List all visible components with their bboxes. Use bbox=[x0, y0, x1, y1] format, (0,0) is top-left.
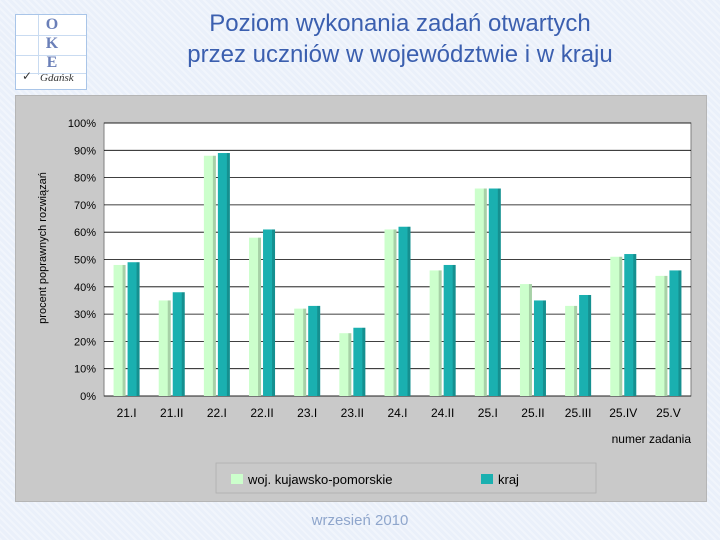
bar-kraj bbox=[172, 292, 185, 396]
bar-woj-shade bbox=[619, 256, 623, 396]
bar-kraj bbox=[533, 300, 546, 396]
bar-woj-shade bbox=[574, 305, 578, 396]
x-tick-label: 24.II bbox=[431, 406, 454, 420]
y-tick-label: 90% bbox=[74, 145, 96, 157]
bar-woj-shade bbox=[483, 188, 487, 396]
bar-kraj-shade bbox=[181, 292, 185, 396]
x-tick-label: 24.I bbox=[387, 406, 407, 420]
bar-kraj bbox=[488, 188, 501, 396]
bar-woj bbox=[113, 264, 126, 396]
y-tick-label: 40% bbox=[74, 282, 96, 294]
bar-kraj bbox=[443, 264, 456, 396]
logo-grid-line bbox=[16, 55, 86, 56]
bar-kraj-shade bbox=[136, 262, 140, 396]
legend-label: kraj bbox=[498, 472, 519, 487]
bar-kraj-shade bbox=[317, 305, 321, 396]
bar-woj bbox=[610, 256, 623, 396]
x-tick-label: 25.IV bbox=[609, 406, 637, 420]
y-tick-label: 0% bbox=[80, 391, 96, 403]
bar-woj bbox=[429, 270, 442, 396]
title-line-1: Poziom wykonania zadań otwartych bbox=[209, 10, 591, 37]
bar-kraj bbox=[217, 153, 230, 396]
oke-logo: O K E ✓ Gdańsk bbox=[15, 14, 87, 90]
y-tick-label: 100% bbox=[68, 118, 96, 130]
bar-woj bbox=[519, 284, 532, 396]
x-tick-label: 23.II bbox=[341, 406, 364, 420]
bar-woj-shade bbox=[528, 284, 532, 396]
bar-kraj bbox=[127, 262, 140, 396]
bar-woj-shade bbox=[393, 229, 397, 396]
y-tick-label: 10% bbox=[74, 364, 96, 376]
legend-swatch bbox=[231, 474, 243, 484]
legend-box bbox=[215, 462, 597, 494]
title-line-2: przez uczniów w województwie i w kraju bbox=[187, 41, 613, 68]
logo-letter-o: O bbox=[45, 16, 59, 33]
bar-kraj-shade bbox=[678, 270, 682, 396]
bar-kraj-shade bbox=[497, 188, 501, 396]
bar-kraj bbox=[579, 294, 592, 396]
y-tick-label: 20% bbox=[74, 336, 96, 348]
x-tick-label: 25.V bbox=[656, 406, 681, 420]
y-tick-label: 50% bbox=[74, 255, 96, 267]
bar-kraj-shade bbox=[633, 254, 637, 396]
bar-woj-shade bbox=[303, 308, 307, 396]
bar-woj bbox=[655, 275, 668, 396]
x-axis-label: numer zadania bbox=[612, 432, 692, 446]
bar-kraj-shade bbox=[272, 229, 276, 396]
bar-chart: 0% 10% 20% 30% 40% 50% 60% 70% 80% 90% 100% 21.I 21… bbox=[37, 118, 692, 494]
bar-kraj bbox=[624, 254, 637, 396]
logo-city: Gdańsk bbox=[40, 72, 74, 84]
legend-label: woj. kujawsko-pomorskie bbox=[247, 472, 393, 487]
bar-woj bbox=[565, 305, 578, 396]
logo-letter-k: K bbox=[45, 35, 59, 52]
y-tick-label: 80% bbox=[74, 173, 96, 185]
bar-kraj bbox=[353, 327, 366, 396]
bar-woj-shade bbox=[348, 333, 352, 396]
logo-letter-e: E bbox=[46, 54, 58, 71]
x-tick-label: 25.III bbox=[565, 406, 592, 420]
bar-woj-shade bbox=[122, 264, 126, 396]
y-axis-label: procent poprawnych rozwiązań bbox=[37, 172, 49, 324]
check-icon: ✓ bbox=[22, 69, 33, 83]
y-tick-label: 70% bbox=[74, 200, 96, 212]
bar-kraj bbox=[308, 305, 321, 396]
bar-kraj bbox=[398, 226, 411, 396]
chart-area: 0% 10% 20% 30% 40% 50% 60% 70% 80% 90% 100% 21.I 21… bbox=[15, 95, 707, 502]
bar-kraj-shade bbox=[362, 327, 366, 396]
page-title: Poziom wykonania zadań otwartych przez u… bbox=[110, 8, 690, 70]
y-tick-label: 60% bbox=[74, 227, 96, 239]
x-tick-label: 22.II bbox=[250, 406, 273, 420]
bar-woj bbox=[384, 229, 397, 396]
x-tick-label: 23.I bbox=[297, 406, 317, 420]
bar-kraj-shade bbox=[407, 226, 411, 396]
x-tick-label: 22.I bbox=[207, 406, 227, 420]
x-tick-label: 25.I bbox=[478, 406, 498, 420]
bar-kraj-shade bbox=[452, 264, 456, 396]
footer-date: wrzesień 2010 bbox=[311, 512, 409, 529]
logo-grid-line bbox=[16, 35, 86, 36]
bar-woj-shade bbox=[258, 237, 262, 396]
y-tick-label: 30% bbox=[74, 309, 96, 321]
bar-woj-shade bbox=[438, 270, 442, 396]
bar-woj bbox=[203, 155, 216, 396]
bar-kraj bbox=[263, 229, 276, 396]
bar-woj-shade bbox=[167, 300, 171, 396]
bar-kraj-shade bbox=[588, 294, 592, 396]
bar-kraj bbox=[669, 270, 682, 396]
x-tick-label: 21.II bbox=[160, 406, 183, 420]
bar-woj bbox=[474, 188, 487, 396]
bar-woj-shade bbox=[212, 155, 216, 396]
logo-grid-line bbox=[38, 15, 39, 75]
bar-woj-shade bbox=[664, 275, 668, 396]
x-tick-label: 21.I bbox=[117, 406, 137, 420]
logo-grid-line bbox=[16, 73, 86, 74]
bar-woj bbox=[158, 300, 171, 396]
legend-swatch bbox=[481, 474, 493, 484]
x-tick-label: 25.II bbox=[521, 406, 544, 420]
bar-kraj-shade bbox=[226, 153, 230, 396]
bar-kraj-shade bbox=[542, 300, 546, 396]
bar-woj bbox=[339, 333, 352, 396]
bar-woj bbox=[294, 308, 307, 396]
bar-woj bbox=[249, 237, 262, 396]
